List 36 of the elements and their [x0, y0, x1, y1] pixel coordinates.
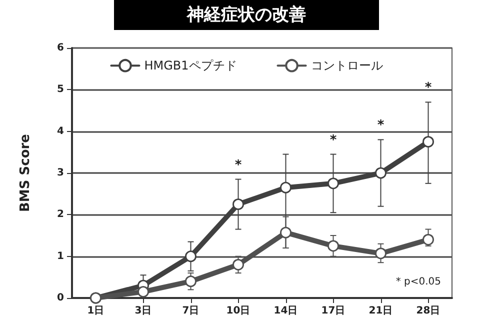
point: [232, 258, 244, 270]
y-tick-label: 6: [57, 42, 64, 54]
x-tick-label: 7日: [182, 306, 200, 316]
x-tick-label: 28日: [416, 306, 440, 316]
y-tick-label: 0: [57, 292, 64, 304]
point: [280, 226, 292, 238]
y-tick-label: 2: [57, 209, 64, 220]
legend-label: コントロール: [310, 58, 383, 73]
point: [328, 178, 339, 190]
x-tick-label: 21日: [368, 306, 393, 316]
x-tick-label: 17日: [321, 306, 346, 316]
point: [375, 167, 386, 179]
annotation: * p<0.05: [396, 276, 441, 288]
x-tick-label: 14日: [274, 306, 298, 316]
x-tick-label: 1日: [87, 306, 104, 316]
point: [280, 182, 292, 194]
point: [185, 276, 196, 288]
x-tick-label: 3日: [134, 306, 152, 316]
point: [328, 240, 339, 252]
point: [422, 136, 434, 148]
legend-label: HMGB1ペプチド: [144, 58, 237, 73]
point: [375, 248, 386, 260]
point: [138, 286, 149, 298]
annotation: *: [330, 132, 337, 148]
y-axis-title: BMS Score: [18, 134, 33, 212]
annotation: *: [234, 158, 242, 173]
annotation: *: [377, 118, 384, 134]
y-tick-label: 5: [57, 84, 64, 96]
annotation: *: [424, 80, 432, 96]
y-tick-label: 1: [57, 250, 64, 262]
x-tick-label: 10日: [226, 306, 250, 316]
point: [232, 198, 244, 210]
chart-title: 神経症状の改善: [114, 0, 379, 30]
point: [185, 250, 196, 262]
y-tick-label: 3: [57, 168, 64, 178]
y-tick-label: 4: [57, 126, 64, 137]
